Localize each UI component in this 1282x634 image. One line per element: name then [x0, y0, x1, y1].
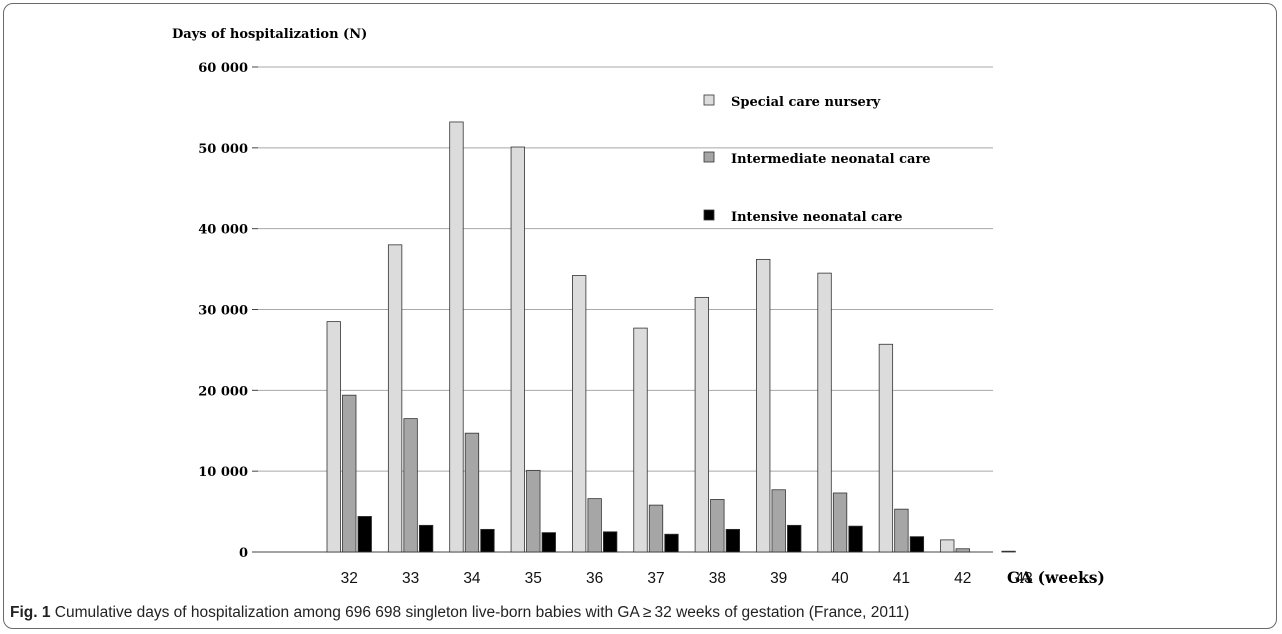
y-tick-label: 50 000 — [198, 142, 248, 157]
y-tick-label: 10 000 — [198, 465, 248, 480]
bar-special-care-nursery-41 — [878, 343, 894, 553]
bar-special-care-nursery-32 — [326, 321, 341, 553]
bar-intermediate-neonatal-care-36 — [587, 498, 602, 553]
bar-special-care-nursery-38 — [694, 296, 709, 553]
legend-label: Intensive neonatal care — [731, 210, 903, 225]
y-tick-label: 60 000 — [198, 61, 248, 76]
y-tick-label: 30 000 — [198, 304, 248, 319]
bar-intermediate-neonatal-care-32 — [342, 394, 357, 553]
bar-special-care-nursery-33 — [387, 244, 403, 553]
bar-intermediate-neonatal-care-34 — [464, 432, 480, 553]
x-axis-label: GA (weeks) — [1007, 568, 1105, 587]
y-tick-label: 20 000 — [198, 384, 248, 399]
figure-caption: Fig. 1 Cumulative days of hospitalizatio… — [10, 604, 909, 622]
bar-intensive-neonatal-care-41 — [909, 536, 925, 553]
x-tick-label: 43 — [1015, 570, 1032, 587]
bar-intensive-neonatal-care-39 — [787, 524, 802, 553]
caption-label: Fig. 1 — [10, 604, 51, 621]
x-tick-label: 40 — [831, 570, 849, 587]
x-tick-label: 33 — [402, 570, 419, 587]
x-tick-label: 38 — [709, 570, 726, 587]
x-tick-label: 35 — [525, 570, 542, 587]
y-axis-label: Days of hospitalization (N) — [172, 27, 367, 42]
bar-intensive-neonatal-care-35 — [541, 532, 556, 553]
legend-swatch — [703, 94, 715, 106]
legend-label: Intermediate neonatal care — [731, 152, 931, 167]
bar-intensive-neonatal-care-34 — [480, 528, 495, 553]
bar-special-care-nursery-35 — [510, 146, 525, 553]
legend-swatch — [703, 209, 715, 221]
bar-intensive-neonatal-care-36 — [603, 531, 618, 553]
x-tick-label: 42 — [954, 570, 971, 587]
y-tick-label: 0 — [239, 546, 248, 561]
x-tick-label: 32 — [341, 570, 358, 587]
bar-intermediate-neonatal-care-39 — [771, 489, 786, 553]
bar-special-care-nursery-37 — [633, 327, 648, 553]
bar-intermediate-neonatal-care-38 — [710, 499, 725, 553]
caption-text: Cumulative days of hospitalization among… — [50, 604, 910, 621]
bar-intermediate-neonatal-care-41 — [894, 508, 909, 553]
bar-special-care-nursery-39 — [756, 258, 771, 553]
x-tick-label: 37 — [647, 570, 664, 587]
bar-intensive-neonatal-care-32 — [357, 516, 372, 553]
bar-intensive-neonatal-care-40 — [848, 525, 863, 553]
x-tick-label: 41 — [893, 570, 910, 587]
legend-swatch — [703, 151, 715, 163]
bar-intensive-neonatal-care-37 — [664, 533, 679, 553]
bar-special-care-nursery-43 — [1001, 550, 1016, 553]
bar-intensive-neonatal-care-33 — [418, 524, 434, 553]
bar-intermediate-neonatal-care-40 — [832, 492, 848, 553]
legend-label: Special care nursery — [731, 95, 881, 110]
bar-special-care-nursery-40 — [817, 272, 832, 553]
y-tick-label: 40 000 — [198, 223, 248, 238]
x-tick-label: 36 — [586, 570, 603, 587]
bar-intermediate-neonatal-care-35 — [526, 469, 541, 553]
bar-intermediate-neonatal-care-33 — [403, 418, 418, 553]
bar-intermediate-neonatal-care-37 — [648, 504, 664, 553]
bar-intensive-neonatal-care-38 — [725, 528, 740, 553]
x-tick-label: 39 — [770, 570, 787, 587]
bar-intermediate-neonatal-care-42 — [955, 548, 970, 553]
bar-special-care-nursery-34 — [449, 121, 464, 553]
bar-special-care-nursery-42 — [940, 539, 955, 553]
bar-special-care-nursery-36 — [572, 275, 587, 553]
x-tick-label: 34 — [463, 570, 481, 587]
